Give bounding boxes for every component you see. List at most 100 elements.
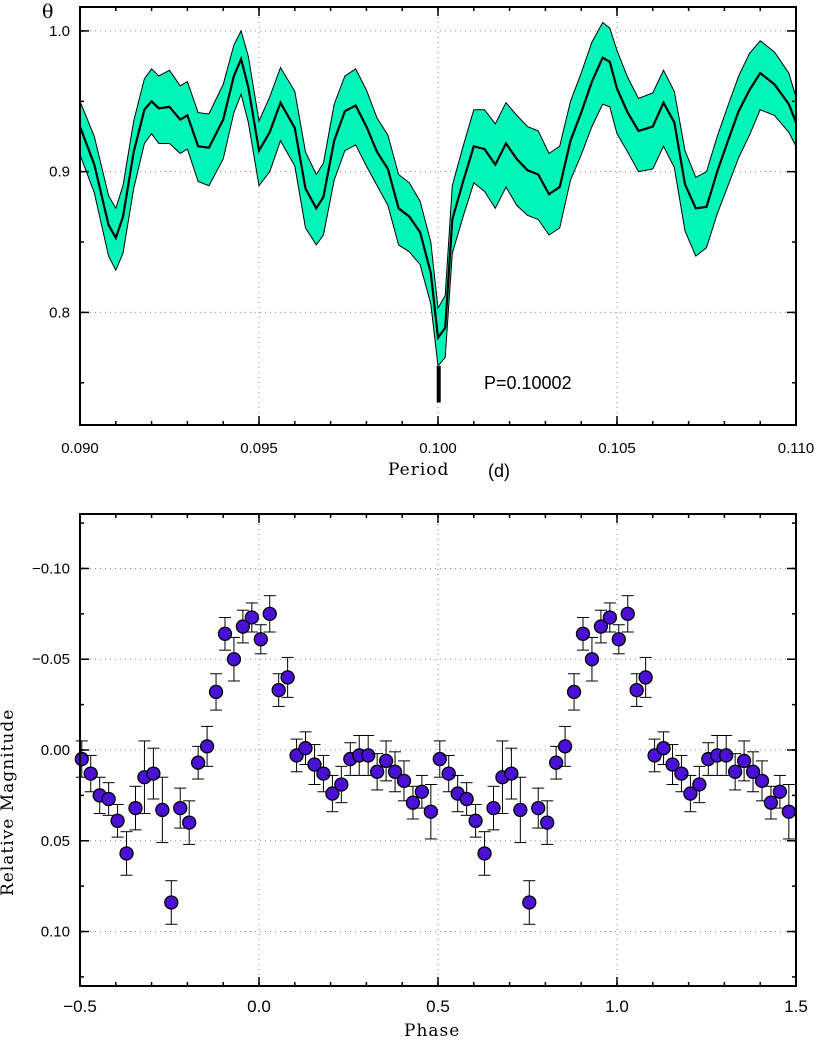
periodogram-y-label: θ bbox=[42, 1, 53, 23]
point-marker bbox=[128, 800, 143, 816]
point-marker bbox=[754, 773, 770, 789]
point-marker bbox=[110, 813, 125, 828]
data-point bbox=[566, 673, 582, 711]
data-point bbox=[772, 774, 788, 809]
point-marker bbox=[405, 795, 421, 810]
data-point bbox=[235, 609, 251, 644]
data-point bbox=[262, 595, 277, 633]
data-point bbox=[593, 609, 609, 644]
point-marker bbox=[719, 748, 734, 763]
point-marker bbox=[83, 766, 98, 781]
data-point bbox=[423, 783, 438, 840]
data-point bbox=[173, 787, 188, 829]
point-marker bbox=[584, 652, 600, 667]
point-marker bbox=[316, 766, 331, 781]
point-marker bbox=[173, 800, 188, 816]
data-point bbox=[468, 803, 483, 838]
point-marker bbox=[119, 846, 134, 861]
data-point bbox=[101, 782, 116, 816]
point-marker bbox=[745, 764, 761, 779]
point-marker bbox=[164, 895, 179, 910]
point-marker bbox=[101, 791, 116, 807]
data-point bbox=[334, 765, 349, 804]
data-point bbox=[414, 774, 430, 809]
x-tick-label: 0.110 bbox=[778, 440, 814, 457]
point-marker bbox=[217, 626, 233, 641]
y-tick-label: 0.8 bbox=[49, 304, 70, 321]
data-point bbox=[557, 725, 573, 767]
data-point bbox=[396, 760, 412, 802]
x-tick-label: 0.105 bbox=[598, 440, 636, 457]
periodogram-ticks: 0.090 0.095 0.100 0.105 0.110 0.8 0.9 1.0 bbox=[49, 7, 814, 457]
data-point bbox=[459, 782, 474, 816]
y-tick-label: −0.05 bbox=[32, 651, 70, 668]
x-tick-label: 1.5 bbox=[784, 997, 808, 1016]
data-point bbox=[244, 602, 259, 633]
periodogram-x-label: Period bbox=[388, 460, 449, 480]
point-marker bbox=[504, 766, 519, 781]
periodogram-panel: P=0.10002 0.090 0.095 0.100 0.105 0.1100.80.… bbox=[42, 1, 814, 481]
point-marker bbox=[531, 800, 546, 816]
data-point bbox=[540, 800, 555, 845]
data-point bbox=[110, 803, 125, 838]
data-point bbox=[727, 753, 743, 791]
point-marker bbox=[692, 777, 707, 792]
point-marker bbox=[199, 739, 215, 754]
data-point bbox=[83, 754, 98, 793]
y-tick-label: 0.9 bbox=[49, 164, 70, 181]
data-point bbox=[369, 753, 385, 791]
point-marker bbox=[611, 632, 626, 647]
data-point bbox=[387, 751, 403, 793]
x-tick-label: 0.095 bbox=[240, 440, 278, 457]
data-point bbox=[316, 754, 331, 793]
point-marker bbox=[361, 748, 376, 763]
y-tick-label: 0.00 bbox=[41, 742, 70, 759]
point-marker bbox=[477, 846, 492, 861]
data-point bbox=[504, 747, 519, 800]
data-point bbox=[217, 616, 233, 651]
data-point bbox=[208, 673, 224, 711]
data-point bbox=[531, 787, 546, 829]
point-marker bbox=[459, 791, 474, 807]
data-point bbox=[575, 616, 591, 651]
data-point bbox=[745, 751, 761, 793]
data-point bbox=[307, 744, 322, 785]
point-marker bbox=[423, 804, 438, 819]
point-marker bbox=[208, 684, 224, 700]
point-marker bbox=[369, 764, 385, 779]
point-marker bbox=[325, 786, 340, 801]
point-marker bbox=[414, 784, 430, 799]
point-marker bbox=[378, 753, 394, 769]
point-marker bbox=[387, 764, 403, 779]
point-marker bbox=[781, 804, 796, 819]
point-marker bbox=[146, 766, 161, 781]
light-curve-y-label: Relative Magnitude bbox=[0, 709, 18, 896]
data-point bbox=[584, 636, 600, 682]
data-point bbox=[620, 595, 635, 633]
data-point bbox=[683, 774, 698, 813]
point-marker bbox=[271, 682, 286, 698]
x-tick-label: −0.5 bbox=[63, 997, 97, 1016]
data-point bbox=[665, 744, 680, 785]
data-point bbox=[146, 747, 161, 800]
y-tick-label: 0.10 bbox=[41, 924, 70, 941]
y-tick-label: 1.0 bbox=[49, 23, 70, 40]
point-marker bbox=[155, 802, 170, 818]
data-point bbox=[253, 624, 268, 655]
point-marker bbox=[253, 632, 268, 647]
point-marker bbox=[244, 610, 259, 625]
point-marker bbox=[307, 757, 322, 772]
x-tick-label: 0.100 bbox=[419, 440, 457, 457]
point-marker bbox=[674, 766, 689, 781]
point-marker bbox=[334, 777, 349, 792]
data-point bbox=[736, 740, 752, 782]
point-marker bbox=[226, 652, 242, 667]
point-marker bbox=[566, 684, 582, 700]
point-marker bbox=[298, 741, 313, 756]
data-point bbox=[754, 760, 770, 802]
best-period-label: P=0.10002 bbox=[484, 373, 572, 393]
point-marker bbox=[638, 670, 653, 685]
theta-curve bbox=[78, 55, 798, 341]
data-point bbox=[638, 656, 653, 698]
